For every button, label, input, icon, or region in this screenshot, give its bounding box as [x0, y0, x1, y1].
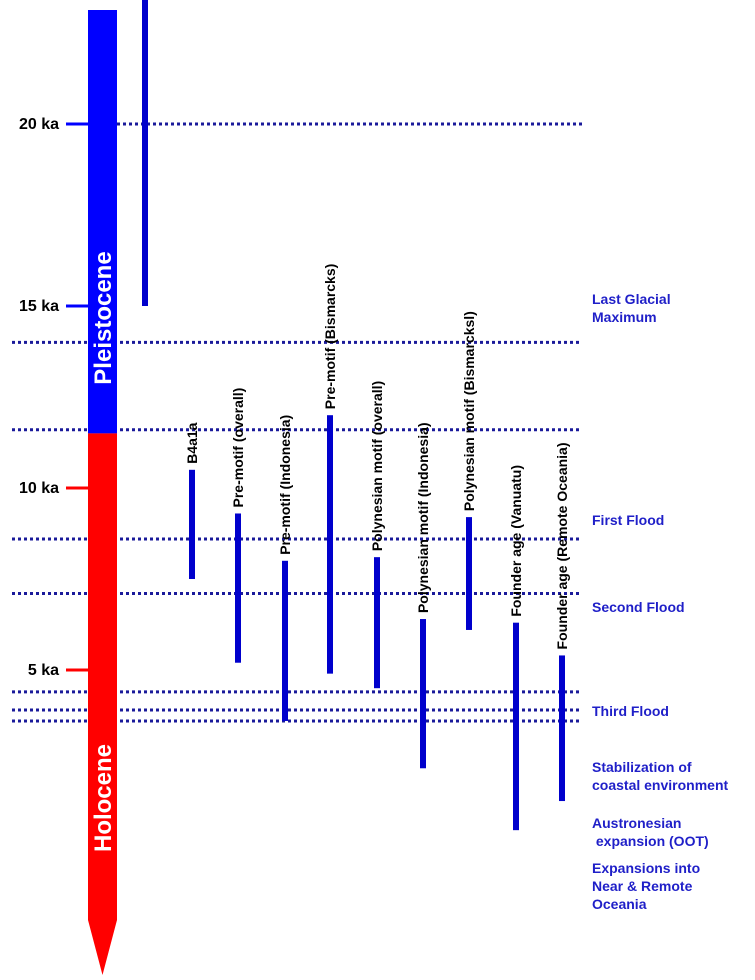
bar-label: Pre-motif (Bismarcks) [322, 264, 338, 410]
bar [189, 469, 195, 579]
event-label-line: Third Flood [592, 703, 669, 719]
event-label: Stabilization of coastal environment [592, 759, 728, 793]
bar [142, 0, 148, 306]
event-label-line: Expansions into [592, 860, 700, 876]
bar [282, 560, 288, 721]
holocene-band [88, 433, 117, 920]
event-label: Last Glacial Maximum [592, 291, 671, 325]
bar-label: Polynesian motif (Indonesia) [415, 422, 431, 613]
event-label-line: Near & Remote [592, 878, 693, 894]
bar [466, 517, 472, 630]
bar [235, 513, 241, 663]
event-label-line: Last Glacial [592, 291, 671, 307]
event-label-line: coastal environment [592, 777, 728, 793]
event-label-line: Second Flood [592, 599, 685, 615]
bar-label: Polynesian motif (overall) [369, 381, 385, 551]
bar [327, 415, 333, 674]
event-label-line: expansion (OOT) [592, 833, 709, 849]
event-labels: Last Glacial Maximum First Flood Second Flo… [592, 291, 728, 912]
pleistocene-band [88, 10, 117, 434]
bar-label: Polynesian motif (Bismarcksl) [461, 311, 477, 511]
event-label-line: Oceania [592, 896, 647, 912]
bar-label: B4a1a [184, 422, 200, 463]
event-label-line: First Flood [592, 512, 664, 528]
bar-label: Founder age (Vanuatu) [508, 465, 524, 617]
event-label-line: Austronesian [592, 815, 681, 831]
event-lines [12, 122, 582, 723]
bar-label: Founder age (Remote Oceania) [554, 443, 570, 650]
tick-label: 15 ka [19, 298, 59, 315]
bar [374, 557, 380, 689]
bars: B4a1B4a1aPre-motif (overall)Pre-motif (I… [142, 0, 570, 831]
era-arrow: Pleistocene Holocene [88, 10, 117, 975]
bar-label: Pre-motif (Indonesia) [277, 415, 293, 555]
bar-label: Pre-motif (overall) [230, 388, 246, 508]
bar [513, 622, 519, 831]
tick-label: 10 ka [19, 480, 59, 497]
event-label: Third Flood [592, 703, 669, 719]
tick-label: 20 ka [19, 116, 59, 133]
bar [559, 655, 565, 802]
event-label: Second Flood [592, 599, 685, 615]
event-label-line: Maximum [592, 309, 657, 325]
arrow-head [88, 920, 117, 975]
era-label-holocene: Holocene [90, 744, 117, 852]
era-label-pleistocene: Pleistocene [90, 251, 117, 384]
event-label: First Flood [592, 512, 664, 528]
event-label: Austronesian expansion (OOT) [592, 815, 709, 849]
event-label-line: Stabilization of [592, 759, 692, 775]
bar [420, 619, 426, 769]
tick-label: 5 ka [28, 662, 59, 679]
event-label: Expansions into Near & Remote Oceania [592, 860, 700, 912]
